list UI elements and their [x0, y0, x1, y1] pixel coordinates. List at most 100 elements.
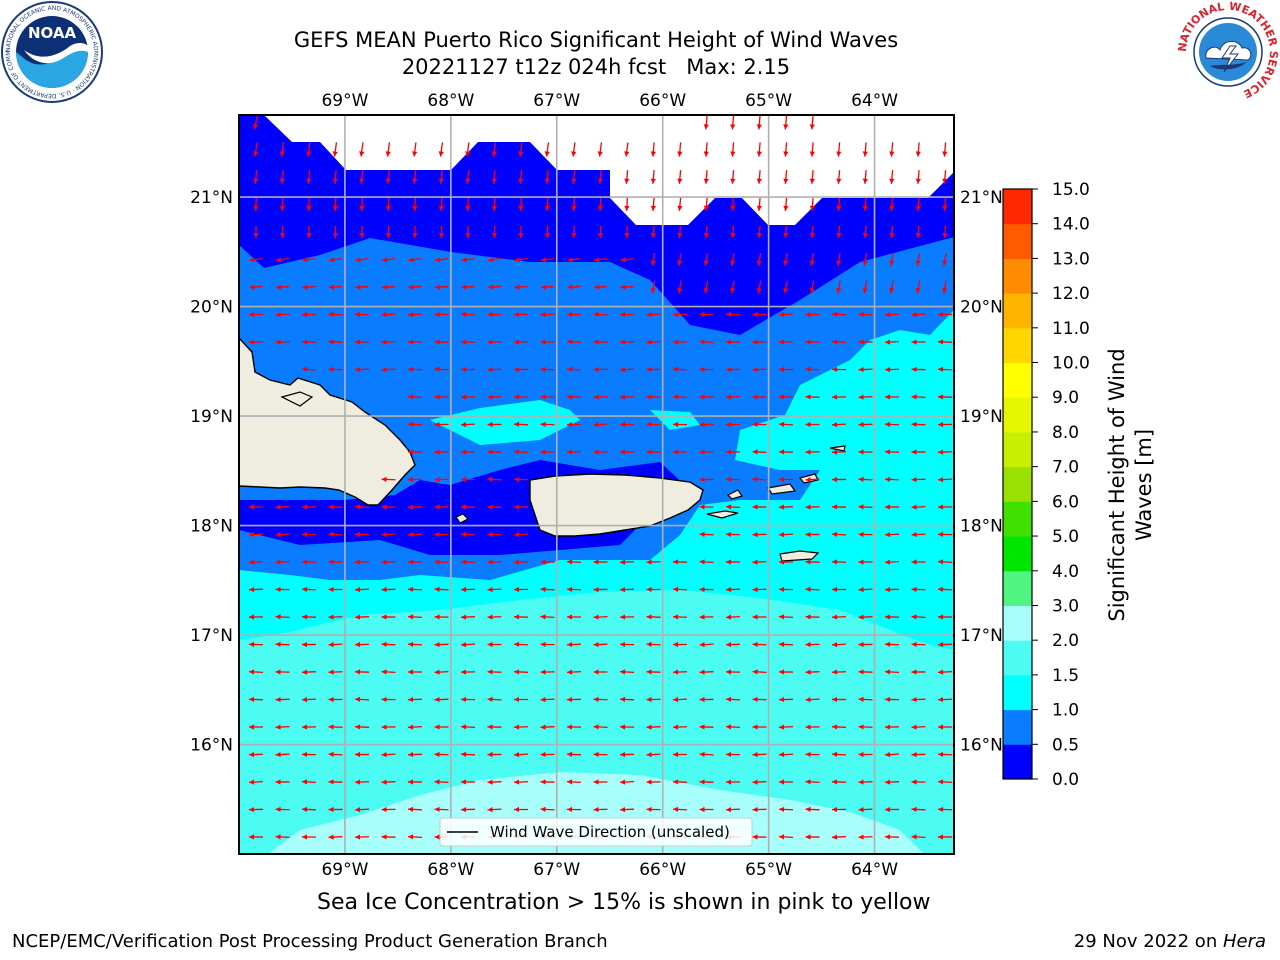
wind-wave-vector [805, 669, 820, 675]
wind-wave-vector [460, 366, 476, 373]
wind-wave-vector [593, 779, 608, 785]
wind-wave-vector [487, 421, 502, 428]
wind-wave-vector [593, 559, 608, 565]
wind-wave-vector [699, 339, 714, 345]
wind-wave-vector [407, 614, 423, 620]
wind-wave-vector [434, 586, 449, 593]
wind-wave-vector [937, 614, 953, 620]
colorbar-label-line1: Significant Height of Wind [1105, 348, 1129, 621]
wind-wave-vector [460, 751, 476, 758]
wind-wave-vector [248, 724, 264, 730]
wind-wave-vector [937, 421, 953, 428]
colorbar-segment [1003, 223, 1032, 259]
wind-wave-vector [248, 779, 264, 785]
wind-wave-vector [672, 559, 688, 565]
wind-wave-vector [672, 751, 688, 758]
wind-wave-vector [805, 586, 820, 592]
wind-wave-vector [253, 115, 259, 130]
wind-wave-vector [301, 724, 317, 730]
wind-wave-vector [884, 476, 900, 483]
wind-wave-vector [725, 339, 741, 345]
wind-wave-vector [248, 586, 264, 593]
y-tick-label-left: 20°N [190, 298, 233, 318]
wind-wave-vector [412, 198, 418, 211]
wind-wave-vector [275, 257, 290, 263]
wind-wave-vector [858, 394, 873, 400]
wind-wave-vector [540, 697, 555, 703]
wind-wave-vector [911, 614, 926, 620]
date-line: 29 Nov 2022 on Hera [1074, 931, 1266, 952]
wind-wave-vector [566, 394, 582, 400]
wind-wave-vector [354, 614, 370, 620]
wind-wave-vector [831, 476, 847, 483]
wind-wave-vector [275, 532, 290, 538]
wind-wave-vector [275, 504, 290, 510]
wind-wave-vector [359, 198, 365, 211]
wind-wave-vector [434, 311, 449, 318]
wind-wave-vector [884, 641, 900, 648]
wind-wave-vector [884, 724, 900, 730]
x-tick-labels-bottom: 69°W 68°W 67°W 66°W 65°W 64°W [321, 860, 898, 880]
wind-wave-vector [778, 476, 794, 483]
wind-wave-vector [354, 807, 370, 813]
wind-wave-vector [725, 504, 741, 510]
wind-wave-vector [571, 225, 577, 239]
wind-wave-vector [301, 669, 317, 675]
wind-wave-vector [306, 170, 312, 184]
wind-wave-vector [354, 779, 370, 785]
wind-wave-vector [249, 257, 263, 263]
wind-wave-vector [619, 421, 635, 428]
wind-wave-vector [332, 225, 339, 239]
sea-ice-note: Sea Ice Concentration > 15% is shown in … [317, 890, 931, 915]
wind-wave-vector [911, 641, 926, 648]
colorbar-tick-label: 12.0 [1052, 284, 1090, 304]
x-tick-label-top: 64°W [851, 91, 898, 111]
wind-wave-vector [831, 834, 847, 840]
wind-wave-vector [624, 198, 630, 211]
wind-wave-vector [354, 696, 370, 702]
wind-wave-vector [460, 504, 476, 510]
wind-wave-vector [752, 724, 767, 730]
wind-wave-vector [672, 339, 688, 345]
wind-wave-vector [513, 614, 529, 620]
wind-wave-vector [836, 280, 842, 294]
wind-wave-vector [937, 366, 953, 372]
wind-wave-vector [540, 779, 555, 785]
vieques-island [706, 510, 739, 519]
wind-wave-vector [487, 587, 502, 593]
wind-wave-vector [805, 531, 820, 538]
wind-wave-vector [858, 779, 873, 785]
wind-wave-vector [487, 476, 502, 482]
wind-wave-vector [672, 421, 688, 428]
wind-wave-vector [487, 531, 502, 538]
wind-wave-vector [540, 366, 555, 373]
wind-wave-vector [412, 142, 418, 157]
contour-level-1-1.5-mid [430, 400, 580, 445]
wind-wave-vector [328, 642, 343, 648]
wind-wave-vector [460, 339, 476, 345]
wind-wave-vector [328, 257, 343, 263]
wind-wave-vector [407, 312, 423, 318]
wind-wave-vector [487, 751, 502, 758]
wind-wave-vector [407, 531, 423, 538]
wind-wave-vector [248, 311, 264, 318]
wind-wave-vector [778, 559, 794, 565]
wind-wave-vector [275, 614, 290, 620]
wind-wave-vector [831, 422, 847, 428]
wind-wave-vector [730, 252, 736, 267]
wind-wave-vector [752, 476, 767, 483]
wind-wave-vector [597, 142, 603, 157]
wind-wave-vector [783, 198, 789, 211]
wind-wave-vector [650, 225, 656, 239]
x-tick-label-top: 65°W [745, 91, 792, 111]
wind-wave-vector [460, 586, 476, 593]
wind-wave-vector [778, 834, 794, 840]
wind-wave-vector [540, 284, 555, 290]
wind-wave-vector [699, 311, 714, 318]
wind-wave-vector [381, 366, 396, 373]
wind-wave-vector [354, 311, 370, 318]
wind-wave-vector [407, 806, 423, 813]
wind-wave-vector [752, 311, 767, 318]
wind-wave-vector [672, 779, 688, 785]
wind-wave-vector [862, 142, 868, 157]
